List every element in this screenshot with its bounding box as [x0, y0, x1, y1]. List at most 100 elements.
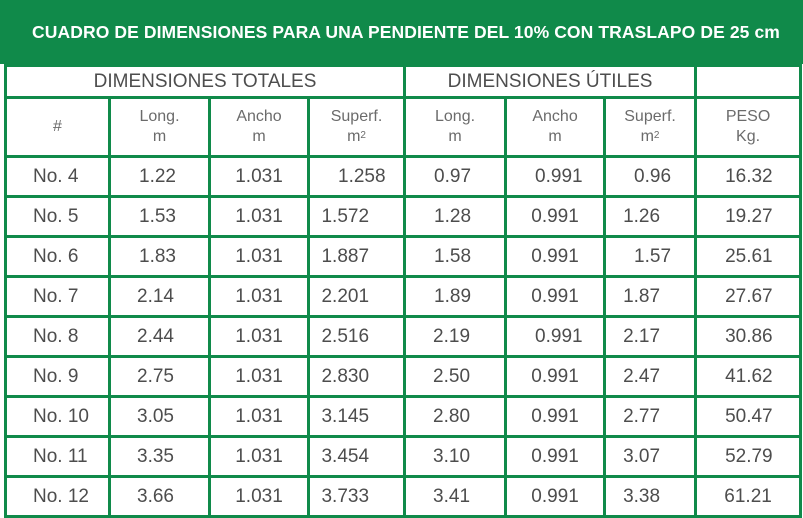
cell-ancho-utiles: 0.991 — [504, 195, 607, 238]
header-peso: PESO Kg. — [694, 96, 803, 158]
header-unit-wrap: m2 — [310, 127, 403, 147]
header-ancho-utiles: Ancho m — [504, 96, 607, 158]
cell-superf-totales: 3.454 — [306, 435, 407, 478]
dimensions-table: DIMENSIONES TOTALES DIMENSIONES ÚTILES #… — [3, 64, 803, 518]
cell-long-utiles: 2.19 — [403, 315, 508, 358]
header-number: # — [4, 96, 111, 158]
header-long-totales: Long. m — [108, 96, 211, 158]
cell-superf-utiles: 2.17 — [603, 315, 698, 358]
cell-ancho-utiles: 0.991 — [504, 435, 607, 478]
header-unit-exponent: 2 — [653, 130, 660, 141]
header-ancho-totales: Ancho m — [208, 96, 310, 158]
group-header-row: DIMENSIONES TOTALES DIMENSIONES ÚTILES — [3, 64, 803, 99]
row-label: No. 10 — [4, 395, 111, 438]
header-unit: Kg. — [736, 128, 761, 145]
row-label: No. 6 — [4, 235, 111, 278]
header-unit: m — [448, 128, 462, 145]
header-unit: m — [347, 128, 361, 145]
table-row: No. 7 2.14 1.031 2.201 1.89 0.991 1.87 2… — [4, 275, 803, 318]
cell-peso: 50.47 — [694, 395, 803, 438]
header-unit: m — [152, 128, 167, 145]
cell-superf-utiles: 1.87 — [603, 275, 698, 318]
row-label: No. 7 — [4, 275, 111, 318]
cell-long-totales: 2.75 — [108, 355, 211, 398]
cell-peso: 30.86 — [694, 315, 803, 358]
cell-ancho-utiles: 0.991 — [504, 275, 607, 318]
header-unit: m — [640, 128, 654, 145]
row-label: No. 8 — [4, 315, 111, 358]
cell-superf-utiles: 1.57 — [603, 235, 698, 278]
header-label: Long. — [435, 108, 476, 125]
cell-long-utiles: 0.97 — [403, 155, 508, 198]
cell-peso: 16.32 — [694, 155, 803, 198]
header-label: Long. — [139, 108, 180, 125]
cell-peso: 25.61 — [694, 235, 803, 278]
table-title: CUADRO DE DIMENSIONES PARA UNA PENDIENTE… — [0, 0, 803, 64]
cell-ancho-totales: 1.031 — [208, 395, 310, 438]
cell-ancho-utiles: 0.991 — [504, 155, 607, 198]
group-header-utiles: DIMENSIONES ÚTILES — [403, 64, 698, 99]
cell-superf-totales: 3.145 — [306, 395, 407, 438]
cell-ancho-utiles: 0.991 — [504, 475, 607, 518]
cell-superf-totales: 1.258 — [306, 155, 407, 198]
cell-superf-utiles: 1.26 — [603, 195, 698, 238]
cell-peso: 19.27 — [694, 195, 803, 238]
header-unit-wrap: m2 — [606, 127, 694, 147]
cell-peso: 41.62 — [694, 355, 803, 398]
table-row: No. 9 2.75 1.031 2.830 2.50 0.991 2.47 4… — [4, 355, 803, 398]
cell-peso: 52.79 — [694, 435, 803, 478]
cell-long-utiles: 1.58 — [403, 235, 508, 278]
cell-superf-utiles: 3.07 — [603, 435, 698, 478]
cell-superf-totales: 1.572 — [306, 195, 407, 238]
cell-superf-totales: 1.887 — [306, 235, 407, 278]
cell-ancho-utiles: 0.991 — [504, 395, 607, 438]
header-label: PESO — [725, 108, 771, 125]
cell-superf-utiles: 2.77 — [603, 395, 698, 438]
cell-long-totales: 1.83 — [108, 235, 211, 278]
cell-long-utiles: 2.50 — [403, 355, 508, 398]
table-row: No. 6 1.83 1.031 1.887 1.58 0.991 1.57 2… — [4, 235, 803, 278]
header-unit-exponent: 2 — [360, 130, 366, 141]
cell-superf-utiles: 3.38 — [603, 475, 698, 518]
table-row: No. 8 2.44 1.031 2.516 2.19 0.991 2.17 3… — [4, 315, 803, 358]
cell-ancho-totales: 1.031 — [208, 235, 310, 278]
header-number-label: # — [53, 118, 62, 135]
table-row: No. 12 3.66 1.031 3.733 3.41 0.991 3.38 … — [4, 475, 803, 518]
cell-superf-totales: 2.201 — [306, 275, 407, 318]
header-superf-utiles: Superf. m2 — [603, 96, 698, 158]
header-label: Superf. — [330, 108, 383, 125]
header-label: Ancho — [236, 108, 282, 125]
cell-long-totales: 2.14 — [108, 275, 211, 318]
table-row: No. 10 3.05 1.031 3.145 2.80 0.991 2.77 … — [4, 395, 803, 438]
cell-peso: 27.67 — [694, 275, 803, 318]
cell-long-utiles: 1.89 — [403, 275, 508, 318]
cell-superf-utiles: 2.47 — [603, 355, 698, 398]
cell-ancho-totales: 1.031 — [208, 195, 310, 238]
column-header-row: # Long. m Ancho m Superf. m2 Long. m — [4, 96, 803, 158]
cell-long-totales: 3.05 — [108, 395, 211, 438]
header-superf-totales: Superf. m2 — [306, 96, 407, 158]
cell-long-utiles: 3.10 — [403, 435, 508, 478]
group-header-blank — [694, 64, 803, 99]
cell-ancho-totales: 1.031 — [208, 475, 310, 518]
row-label: No. 5 — [4, 195, 111, 238]
header-label: Superf. — [624, 108, 676, 125]
cell-peso: 61.21 — [694, 475, 803, 518]
header-long-utiles: Long. m — [403, 96, 508, 158]
cell-long-totales: 3.35 — [108, 435, 211, 478]
cell-long-utiles: 3.41 — [403, 475, 508, 518]
cell-long-utiles: 2.80 — [403, 395, 508, 438]
row-label: No. 4 — [4, 155, 111, 198]
cell-superf-totales: 3.733 — [306, 475, 407, 518]
header-unit: m — [548, 128, 562, 145]
cell-long-totales: 2.44 — [108, 315, 211, 358]
table-row: No. 5 1.53 1.031 1.572 1.28 0.991 1.26 1… — [4, 195, 803, 238]
group-header-totales: DIMENSIONES TOTALES — [3, 64, 407, 99]
cell-superf-utiles: 0.96 — [603, 155, 698, 198]
row-label: No. 9 — [4, 355, 111, 398]
cell-long-totales: 3.66 — [108, 475, 211, 518]
cell-ancho-totales: 1.031 — [208, 435, 310, 478]
cell-superf-totales: 2.516 — [306, 315, 407, 358]
row-label: No. 11 — [4, 435, 111, 478]
